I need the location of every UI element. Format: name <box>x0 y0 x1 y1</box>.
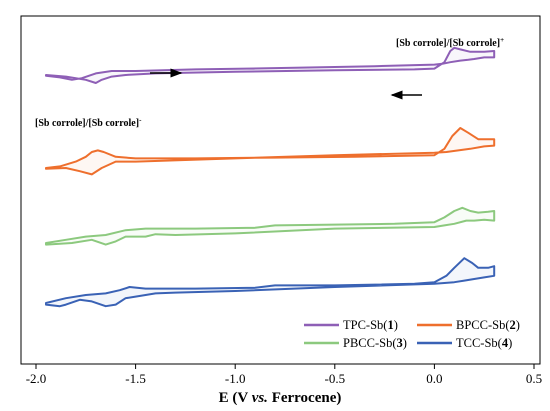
x-tick-label: -1.0 <box>225 371 246 386</box>
series-layer <box>45 46 496 308</box>
series-fill-2 <box>46 128 495 175</box>
legend-item-3: PBCC-Sb(3) <box>304 336 407 350</box>
legend-item-2: BPCC-Sb(2) <box>417 318 520 332</box>
x-tick-label: -1.5 <box>125 371 146 386</box>
series-line-2 <box>45 127 496 176</box>
legend-item-4: TCC-Sb(4) <box>417 336 512 350</box>
x-axis-label: E (V vs. Ferrocene) <box>219 390 342 406</box>
legend-label-2: BPCC-Sb(2) <box>456 318 520 332</box>
series-line-4 <box>45 257 496 308</box>
series-line-3 <box>45 206 496 246</box>
legend-label-3: PBCC-Sb(3) <box>343 336 407 350</box>
x-tick-label: -2.0 <box>26 371 47 386</box>
legend: TPC-Sb(1) BPCC-Sb(2) PBCC-Sb(3) TCC-Sb(4… <box>304 318 520 350</box>
x-axis-ticks: -2.0 -1.5 -1.0 -0.5 0.0 0.5 <box>26 364 542 386</box>
plot-area-frame <box>20 15 541 365</box>
legend-label-4: TCC-Sb(4) <box>456 336 512 350</box>
reduction-annotation: [Sb corrole]/[Sb corrole]- <box>35 116 142 129</box>
legend-label-1: TPC-Sb(1) <box>343 318 398 332</box>
series-line-1 <box>45 46 496 84</box>
x-tick-label: 0.5 <box>526 371 542 386</box>
legend-item-1: TPC-Sb(1) <box>304 318 398 332</box>
oxidation-annotation: [Sb corrole]/[Sb corrole]+ <box>396 36 504 49</box>
x-tick-label: 0.0 <box>426 371 442 386</box>
x-tick-label: -0.5 <box>325 371 346 386</box>
